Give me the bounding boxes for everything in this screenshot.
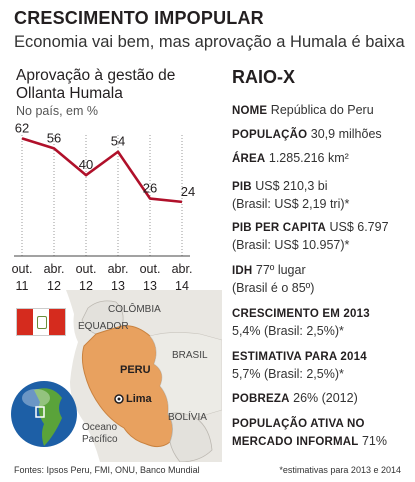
fact-label: IDH	[232, 265, 253, 277]
map-label-ecuador: EQUADOR	[78, 321, 129, 332]
fact-value-comparison: (Brasil: US$ 2,19 tri)*	[232, 197, 350, 211]
chart-series	[21, 137, 183, 204]
fact-label: POPULAÇÃO ATIVA NO	[232, 418, 365, 430]
map-label-colombia: COLÔMBIA	[108, 304, 161, 315]
x-tick-label-month: abr.	[172, 262, 193, 276]
fact-label: POBREZA	[232, 393, 290, 405]
map-label-lima: Lima	[126, 393, 152, 405]
flag-stripe-right	[49, 309, 65, 335]
fact-value: República do Peru	[270, 103, 374, 117]
map-label-bolivia: BOLÍVIA	[168, 412, 207, 423]
fact-value-comparison: (Brasil: US$ 10.957)*	[232, 238, 350, 252]
fact-pib: PIB US$ 210,3 bi (Brasil: US$ 2,19 tri)*	[232, 178, 412, 213]
peru-location-map	[11, 290, 222, 462]
fact-value-comparison: (Brasil é o 85º)	[232, 281, 315, 295]
flag-stripe-left	[17, 309, 33, 335]
fact-mercado-informal: POPULAÇÃO ATIVA NO MERCADO INFORMAL 71%	[232, 415, 412, 451]
footer-sources: Fontes: Ipsos Peru, FMI, ONU, Banco Mund…	[14, 465, 200, 475]
fact-label: PIB PER CAPITA	[232, 222, 326, 234]
globe-highlight	[22, 389, 50, 407]
fact-idh: IDH 77º lugar (Brasil é o 85º)	[232, 262, 412, 297]
fact-label: CRESCIMENTO EM 2013	[232, 308, 370, 320]
fact-area: ÁREA 1.285.216 km²	[232, 150, 412, 168]
fact-label: PIB	[232, 181, 252, 193]
page-title: CRESCIMENTO IMPOPULAR	[14, 8, 264, 28]
chart-data-label: 26	[143, 181, 157, 196]
fact-label: POPULAÇÃO	[232, 129, 308, 141]
fact-label: NOME	[232, 105, 268, 117]
fact-value: 5,7% (Brasil: 2,5%)*	[232, 367, 344, 381]
fact-label: ESTIMATIVA PARA 2014	[232, 351, 367, 363]
fact-value: US$ 6.797	[329, 220, 389, 234]
fact-value: 71%	[361, 434, 388, 448]
fact-value: US$ 210,3 bi	[255, 179, 328, 193]
lima-marker-dot	[117, 397, 121, 401]
chart-data-label: 40	[79, 157, 93, 172]
fact-label-continued: MERCADO INFORMAL	[232, 436, 359, 448]
x-tick-label-month: abr.	[108, 262, 129, 276]
map-label-peru: PERU	[120, 364, 151, 376]
peru-flag	[16, 308, 66, 336]
globe-continent	[34, 388, 62, 446]
fact-pobreza: POBREZA 26% (2012)	[232, 390, 412, 408]
brazil-shape	[149, 332, 222, 419]
fact-value: 5,4% (Brasil: 2,5%)*	[232, 324, 344, 338]
chart-data-label: 56	[47, 130, 61, 145]
chart-grid	[14, 135, 190, 257]
chart-data-label: 24	[181, 184, 195, 199]
fact-value: 26% (2012)	[293, 391, 358, 405]
map-label-ocean: Oceano Pacífico	[82, 422, 118, 446]
fact-value: 77º lugar	[255, 263, 306, 277]
fact-nome: NOME República do Peru	[232, 102, 412, 120]
fact-populacao: POPULAÇÃO 30,9 milhões	[232, 126, 412, 144]
raio-x-heading: RAIO-X	[232, 67, 295, 87]
x-tick-label-month: abr.	[44, 262, 65, 276]
fact-value: 1.285.216 km²	[268, 151, 349, 165]
globe-focus-box	[35, 406, 45, 418]
chart-title: Aprovação à gestão de Ollanta Humala	[16, 67, 176, 102]
fact-estimativa-2014: ESTIMATIVA PARA 2014 5,7% (Brasil: 2,5%)…	[232, 348, 412, 383]
fact-pib-per-capita: PIB PER CAPITA US$ 6.797 (Brasil: US$ 10…	[232, 219, 412, 254]
footer-note: *estimativas para 2013 e 2014	[279, 465, 401, 475]
fact-crescimento-2013: CRESCIMENTO EM 2013 5,4% (Brasil: 2,5%)*	[232, 305, 412, 340]
map-label-brasil: BRASIL	[172, 350, 208, 361]
page-subtitle: Economia vai bem, mas aprovação a Humala…	[14, 33, 405, 51]
chart-data-label: 62	[15, 120, 29, 135]
approval-series-line	[21, 137, 183, 204]
x-tick-label-month: out.	[140, 262, 161, 276]
x-tick-label-month: out.	[12, 262, 33, 276]
fact-value: 30,9 milhões	[310, 127, 382, 141]
x-tick-label-month: out.	[76, 262, 97, 276]
ocean-label-line2: Pacífico	[82, 434, 118, 445]
ocean-label-line1: Oceano	[82, 422, 118, 433]
chart-unit: No país, em %	[16, 104, 98, 118]
flag-stripe-center	[33, 309, 49, 335]
chart-data-label: 54	[111, 134, 125, 149]
fact-label: ÁREA	[232, 153, 266, 165]
flag-coat-of-arms	[37, 316, 47, 329]
chart-data-labels: 62 56 40 54 26 24	[15, 120, 195, 199]
